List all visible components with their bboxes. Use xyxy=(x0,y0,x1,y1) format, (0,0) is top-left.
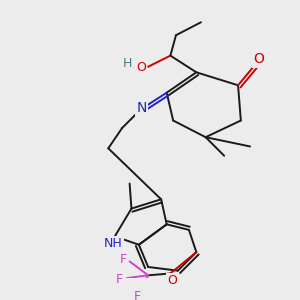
Text: F: F xyxy=(116,272,123,286)
Text: F: F xyxy=(134,290,141,300)
Text: F: F xyxy=(120,253,127,266)
Text: O: O xyxy=(253,52,264,66)
Text: O: O xyxy=(136,61,146,74)
Text: N: N xyxy=(136,101,147,116)
Text: NH: NH xyxy=(103,237,122,250)
Text: H: H xyxy=(123,58,132,70)
Text: O: O xyxy=(167,274,177,287)
